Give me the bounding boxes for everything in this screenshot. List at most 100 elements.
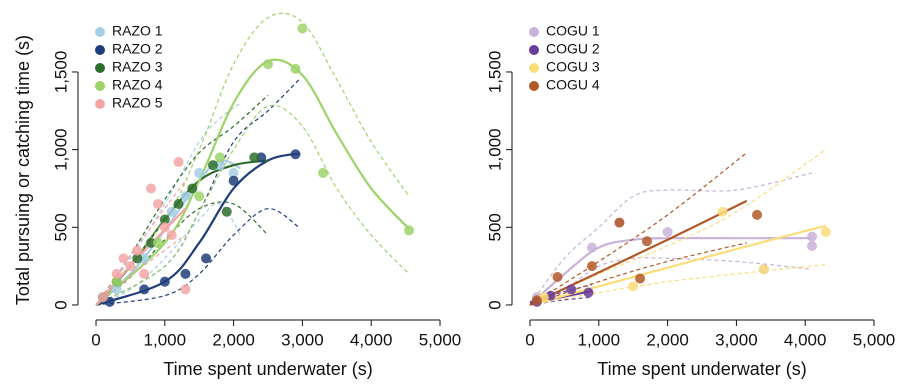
x-axis-label: Time spent underwater (s) — [163, 359, 372, 379]
data-point — [635, 273, 646, 284]
data-point — [807, 231, 818, 242]
x-tick-label: 1,000 — [144, 330, 187, 349]
data-point — [118, 253, 129, 264]
data-point — [290, 63, 301, 74]
data-point — [531, 295, 542, 306]
x-tick-label: 3,000 — [715, 330, 758, 349]
y-tick-label: 0 — [485, 300, 504, 309]
legend-label: RAZO 2 — [112, 41, 163, 57]
y-tick-label: 1,500 — [51, 51, 70, 94]
data-point — [146, 237, 157, 248]
y-axis-label: Total pursuing or catching time (s) — [13, 35, 33, 305]
y-tick-label: 0 — [51, 300, 70, 309]
confidence-band — [95, 79, 300, 306]
legend-marker — [95, 99, 105, 109]
y-tick-label: 1,000 — [51, 128, 70, 171]
data-point — [221, 206, 232, 217]
data-point — [173, 199, 184, 209]
confidence-band — [529, 149, 827, 306]
data-point — [583, 287, 594, 298]
data-point — [820, 226, 831, 237]
data-point — [139, 284, 150, 295]
data-point — [614, 217, 625, 228]
legend-marker — [529, 81, 539, 91]
data-point — [586, 261, 597, 272]
data-point — [256, 152, 267, 163]
data-point — [228, 167, 239, 178]
confidence-band — [95, 102, 241, 306]
fit-line — [529, 199, 748, 306]
confidence-band — [95, 104, 410, 306]
data-point — [263, 59, 274, 70]
data-point — [146, 183, 157, 194]
confidence-band — [95, 201, 269, 306]
confidence-band — [529, 242, 747, 306]
data-point — [132, 253, 143, 264]
data-point — [180, 191, 191, 202]
data-point — [228, 175, 239, 186]
data-point — [566, 284, 577, 295]
data-point — [207, 160, 218, 171]
x-tick-label: 5,000 — [419, 330, 462, 349]
legend-marker — [529, 27, 539, 37]
data-point — [187, 183, 198, 194]
data-point — [641, 236, 652, 247]
legend-marker — [95, 63, 105, 73]
data-point — [214, 152, 225, 163]
data-point — [194, 167, 205, 178]
confidence-band — [529, 172, 813, 306]
legend-label: RAZO 5 — [112, 95, 163, 111]
x-tick-label: 1,000 — [578, 330, 621, 349]
data-point — [139, 253, 150, 264]
data-point — [297, 23, 308, 34]
x-tick-label: 4,000 — [784, 330, 827, 349]
data-point — [249, 152, 260, 163]
x-tick-label: 2,000 — [212, 330, 255, 349]
data-point — [194, 191, 205, 202]
y-tick-label: 1,000 — [485, 128, 504, 171]
data-point — [152, 199, 163, 209]
legend-label: COGU 2 — [546, 41, 600, 57]
legend-marker — [95, 45, 105, 55]
data-point — [159, 222, 170, 233]
data-point — [628, 281, 639, 292]
confidence-band — [95, 208, 300, 306]
data-point — [125, 261, 136, 272]
x-tick-label: 4,000 — [350, 330, 393, 349]
x-tick-label: 3,000 — [281, 330, 324, 349]
data-point — [180, 284, 191, 295]
legend-marker — [529, 45, 539, 55]
data-point — [111, 284, 122, 295]
data-point — [139, 268, 150, 279]
data-point — [290, 149, 301, 160]
data-point — [404, 225, 415, 236]
fit-line — [95, 152, 300, 307]
data-point — [752, 209, 763, 220]
panel: 0 1,000 2,000 3,000 4,000 5,000 0 500 1,000 1,500… — [485, 23, 895, 379]
data-point — [758, 264, 769, 275]
data-point — [166, 230, 177, 241]
data-point — [152, 237, 163, 248]
confidence-band — [95, 234, 186, 306]
legend-label: RAZO 4 — [112, 77, 163, 93]
data-point — [717, 206, 728, 217]
x-tick-label: 2,000 — [646, 330, 689, 349]
data-point — [201, 253, 212, 264]
legend-marker — [95, 27, 105, 37]
legend-label: RAZO 3 — [112, 59, 163, 75]
data-point — [180, 268, 191, 279]
fit-line — [529, 224, 827, 307]
x-tick-label: 0 — [525, 330, 534, 349]
confidence-band — [95, 12, 410, 306]
data-point — [159, 276, 170, 287]
y-tick-label: 1,500 — [485, 51, 504, 94]
legend-marker — [529, 63, 539, 73]
legend-label: COGU 4 — [546, 77, 600, 93]
data-point — [807, 240, 818, 251]
panel: 0 1,000 2,000 3,000 4,000 5,000 0 500 1,000 1,500… — [13, 12, 462, 379]
data-point — [318, 167, 329, 178]
data-point — [111, 268, 122, 279]
data-point — [586, 242, 597, 253]
data-point — [132, 245, 143, 256]
confidence-band — [529, 152, 748, 306]
